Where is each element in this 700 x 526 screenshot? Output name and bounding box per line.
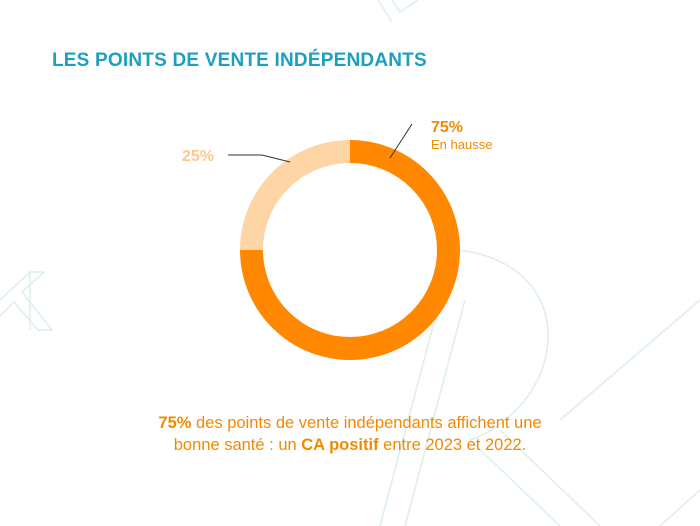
caption-line-2: bonne santé : un CA positif entre 2023 e… bbox=[0, 434, 700, 456]
caption-text-2: bonne santé : un bbox=[173, 436, 302, 454]
caption-text-3: entre 2023 et 2022. bbox=[378, 436, 527, 454]
slice-label-25: 25% bbox=[182, 148, 214, 165]
donut-slice-25 bbox=[240, 140, 350, 250]
caption-strong-ca: CA positif bbox=[301, 436, 379, 454]
leader-line-75 bbox=[389, 123, 413, 159]
caption-text-1: des points de vente indépendants affiche… bbox=[191, 414, 542, 432]
page-title: LES POINTS DE VENTE INDÉPENDANTS bbox=[52, 50, 427, 71]
leader-line-25 bbox=[228, 154, 291, 163]
slice-label-75: 75% bbox=[431, 119, 463, 136]
caption: 75% des points de vente indépendants aff… bbox=[0, 412, 700, 456]
caption-strong-75: 75% bbox=[158, 414, 192, 432]
slice-sublabel-en-hausse: En hausse bbox=[431, 137, 492, 152]
caption-line-1: 75% des points de vente indépendants aff… bbox=[0, 412, 700, 434]
